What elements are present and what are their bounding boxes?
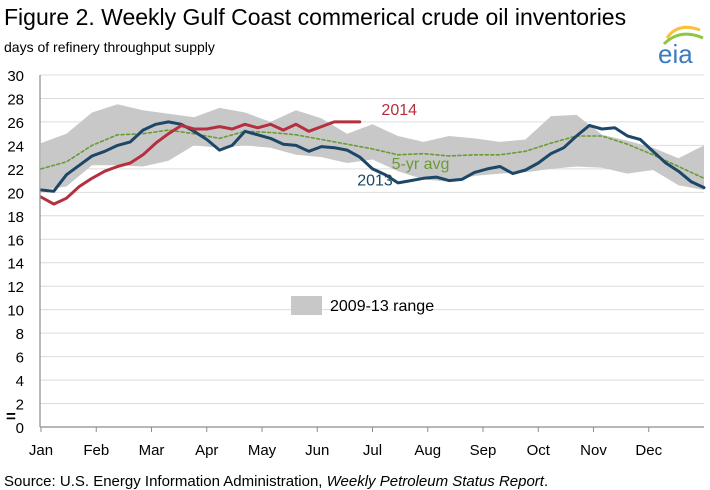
source-italic: Weekly Petroleum Status Report bbox=[327, 473, 545, 490]
y-tick-label-18: 18 bbox=[7, 209, 24, 226]
x-tick-label-aug: Aug bbox=[414, 442, 441, 459]
chart-title: Figure 2. Weekly Gulf Coast commerical c… bbox=[4, 4, 626, 30]
series-line-2013 bbox=[39, 120, 706, 193]
y-tick-label-26: 26 bbox=[7, 115, 24, 132]
legend-swatch-range bbox=[291, 296, 322, 315]
x-tick-label-dec: Dec bbox=[635, 442, 662, 459]
y-tick-label-2: 2 bbox=[16, 397, 24, 414]
y-tick-label-8: 8 bbox=[16, 326, 24, 343]
series-line-5-yr-avg bbox=[40, 129, 705, 180]
range-band-layer bbox=[41, 104, 704, 190]
y-tick-label-10: 10 bbox=[7, 303, 24, 320]
x-tick-label-jan: Jan bbox=[29, 442, 53, 459]
annotation-5-yr-avg: 5-yr avg bbox=[392, 156, 450, 173]
annotation-2014: 2014 bbox=[381, 102, 417, 119]
y-axis-label: days of refinery throughput supply bbox=[4, 39, 215, 55]
legend-label-range: 2009-13 range bbox=[330, 298, 434, 315]
legend: 2009-13 range bbox=[291, 296, 434, 315]
y-tick-label-20: 20 bbox=[7, 185, 24, 202]
x-tick-label-nov: Nov bbox=[580, 442, 607, 459]
x-tick-label-sep: Sep bbox=[470, 442, 497, 459]
y-tick-label-14: 14 bbox=[7, 256, 24, 273]
x-tick-label-apr: Apr bbox=[195, 442, 218, 459]
y-tick-label-12: 12 bbox=[7, 279, 24, 296]
x-tick-label-may: May bbox=[248, 442, 277, 459]
annotation-2013: 2013 bbox=[357, 172, 393, 189]
y-tick-label-24: 24 bbox=[7, 138, 24, 155]
eia-logo-text: eia bbox=[658, 39, 693, 69]
y-tick-label-30: 30 bbox=[7, 68, 24, 85]
y-tick-label-28: 28 bbox=[7, 91, 24, 108]
source-suffix: . bbox=[544, 473, 548, 490]
source-note: Source: U.S. Energy Information Administ… bbox=[4, 473, 548, 490]
x-tick-label-mar: Mar bbox=[139, 442, 165, 459]
axes bbox=[39, 75, 704, 432]
x-tick-label-jul: Jul bbox=[363, 442, 382, 459]
series-line-2014 bbox=[39, 120, 362, 206]
series-layer bbox=[39, 120, 706, 206]
range-band bbox=[41, 104, 704, 190]
x-tick-label-oct: Oct bbox=[527, 442, 551, 459]
y-tick-label-0: 0 bbox=[16, 420, 24, 437]
y-tick-label-4: 4 bbox=[16, 373, 24, 390]
y-tick-label-6: 6 bbox=[16, 350, 24, 367]
x-tick-label-feb: Feb bbox=[83, 442, 109, 459]
y-tick-label-22: 22 bbox=[7, 162, 24, 179]
eia-logo: eia bbox=[658, 25, 704, 69]
y-tick-label-16: 16 bbox=[7, 232, 24, 249]
y-axis-break-mark: = bbox=[6, 407, 16, 426]
source-prefix: Source: U.S. Energy Information Administ… bbox=[4, 473, 327, 490]
x-tick-label-jun: Jun bbox=[305, 442, 329, 459]
